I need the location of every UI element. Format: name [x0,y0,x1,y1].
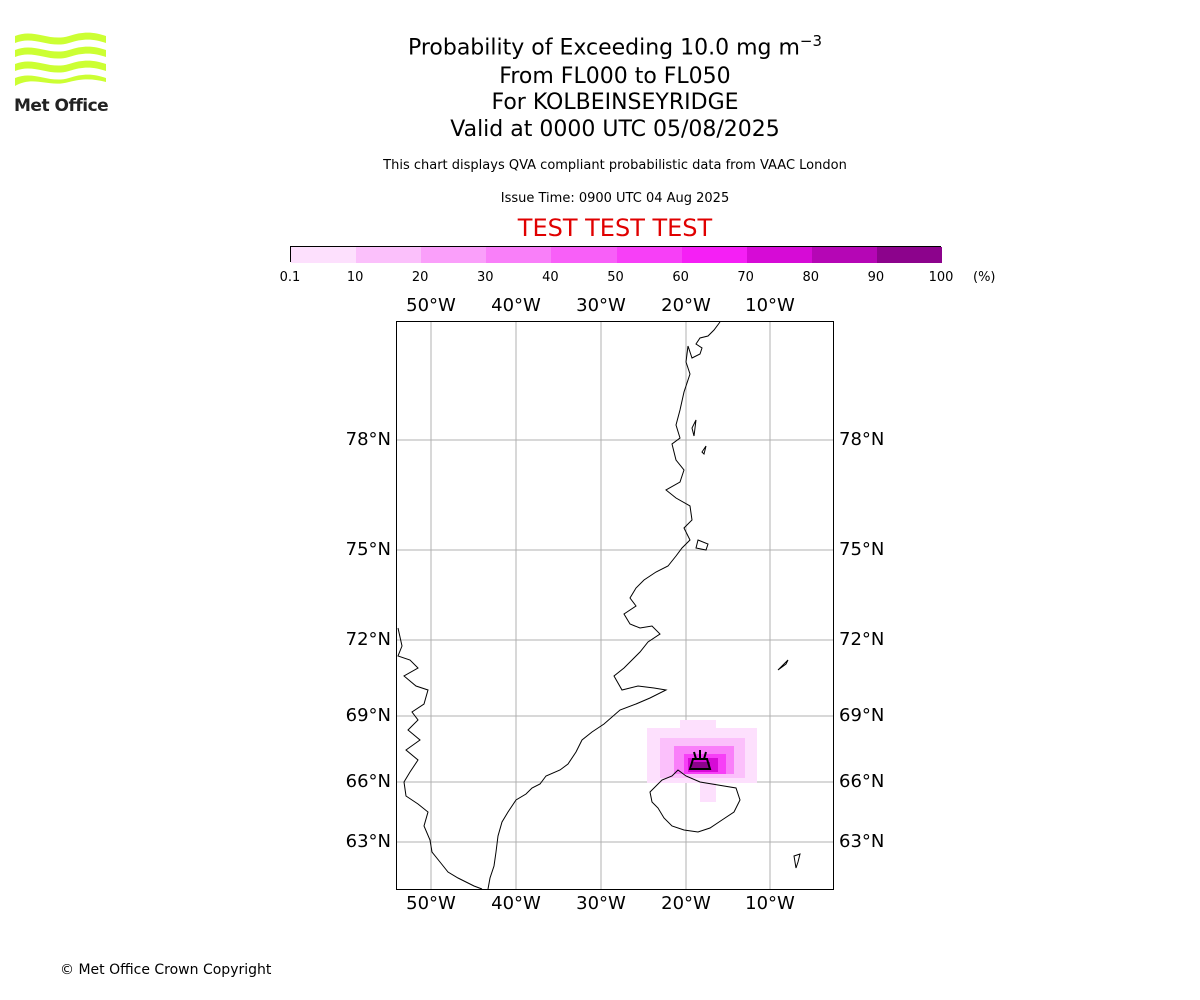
lat-label: 69°N [839,705,885,726]
lon-label: 30°W [576,893,626,914]
lat-label: 75°N [345,539,391,560]
colorbar-segment [746,247,813,263]
colorbar-segment [356,247,422,263]
lat-label: 75°N [839,539,885,560]
colorbar-tick-label: 100 [928,270,954,285]
colorbar-segment [291,247,357,263]
lat-label: 66°N [839,771,885,792]
colorbar-tick-label: 80 [802,270,820,285]
colorbar-tick-label: 10 [346,270,364,285]
lat-label: 69°N [345,705,391,726]
lon-label: 40°W [491,295,541,316]
chart-title-line3: For KOLBEINSEYRIDGE [491,90,739,115]
volcano-marker [688,750,712,770]
lon-label: 20°W [661,893,711,914]
colorbar-segment [876,247,943,263]
lon-label: 10°W [745,295,795,316]
chart-title-line4: Valid at 0000 UTC 05/08/2025 [450,117,780,142]
colorbar-unit: (%) [973,270,996,285]
chart-title-line1: Probability of Exceeding 10.0 mg m−3 [407,32,823,61]
lon-label: 10°W [745,893,795,914]
lon-label: 50°W [406,893,456,914]
lat-labels-left: 78°N 75°N 72°N 69°N 66°N 63°N [0,0,395,1000]
lat-label: 66°N [345,771,391,792]
copyright: © Met Office Crown Copyright [60,962,272,978]
lon-label: 30°W [576,295,626,316]
colorbar-ticks: 0.1 10 20 30 40 50 60 70 80 90 100 [280,270,954,288]
colorbar-tick-label: 0.1 [279,270,301,285]
colorbar-segment [551,247,617,263]
lon-label: 20°W [661,295,711,316]
colorbar [290,246,943,263]
map-panel [396,321,834,890]
colorbar-tick-label: 90 [867,270,885,285]
colorbar-tick-label: 70 [737,270,754,285]
colorbar-segment [486,247,552,263]
test-banner: TEST TEST TEST [517,214,713,242]
logo-text: Met Office [14,96,109,116]
lat-label: 63°N [839,831,885,852]
colorbar-tick-label: 60 [672,270,689,285]
colorbar-tick-label: 20 [411,270,429,285]
met-office-logo: Met Office [14,30,109,116]
lon-label: 50°W [406,295,456,316]
lat-label: 72°N [345,629,391,650]
lat-label: 72°N [839,629,885,650]
met-office-waves-icon [15,32,106,86]
lat-label: 78°N [345,429,391,450]
lon-labels-top: 50°W 40°W 30°W 20°W 10°W [0,295,1200,317]
chart-subtitle: This chart displays QVA compliant probab… [383,158,847,173]
coastlines [397,321,801,890]
colorbar-tick-label: 30 [477,270,494,285]
colorbar-segment [421,247,487,263]
lon-labels-bottom: 50°W 40°W 30°W 20°W 10°W [0,893,1200,915]
chart-title-line2: From FL000 to FL050 [499,64,731,89]
lat-label: 78°N [839,429,885,450]
gridlines [397,322,833,889]
colorbar-segment [616,247,683,263]
colorbar-segment [811,247,878,263]
lat-labels-right: 78°N 75°N 72°N 69°N 66°N 63°N [836,0,936,1000]
issue-time: Issue Time: 0900 UTC 04 Aug 2025 [500,191,730,206]
colorbar-tick-label: 50 [607,270,624,285]
lon-label: 40°W [491,893,541,914]
colorbar-tick-label: 40 [542,270,559,285]
colorbar-segment [681,247,748,263]
lat-label: 63°N [345,831,391,852]
